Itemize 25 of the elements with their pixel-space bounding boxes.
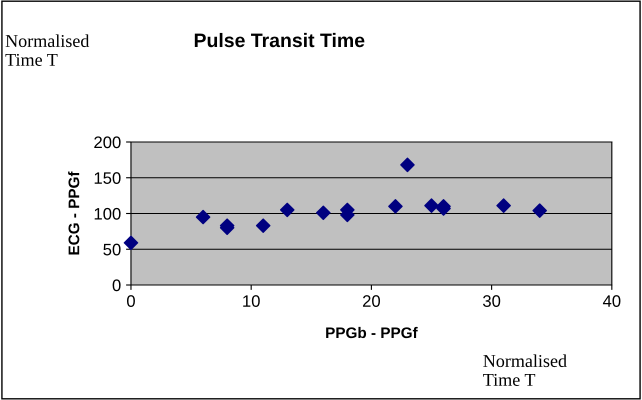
- chart-title: Pulse Transit Time: [194, 32, 364, 48]
- point: [532, 203, 547, 218]
- x-tick-label: 40: [602, 295, 620, 307]
- point: [400, 158, 415, 172]
- text: Normalised Time T: [483, 354, 567, 386]
- point: [496, 198, 511, 213]
- y-tick-label: 50: [103, 244, 121, 256]
- y-axis-title: ECG - PPGf: [68, 171, 80, 254]
- point: [280, 202, 295, 218]
- x-tick-label: 0: [126, 295, 135, 307]
- point: [316, 206, 331, 220]
- x-tick-label: 20: [362, 295, 380, 307]
- point: [256, 218, 270, 233]
- x-tick-label: 30: [482, 295, 500, 307]
- y-tick-label: 200: [94, 136, 121, 148]
- point: [424, 198, 439, 213]
- y-tick-label: 150: [94, 172, 121, 184]
- y-tick-label: 0: [112, 279, 121, 292]
- point: [196, 210, 210, 224]
- x-axis-title: PPGb - PPGf: [326, 326, 418, 338]
- text: Normalised Time T: [5, 34, 90, 66]
- point: [388, 199, 403, 214]
- point: [124, 236, 138, 250]
- x-tick-label: 10: [243, 295, 260, 307]
- y-tick-label: 100: [94, 208, 121, 220]
